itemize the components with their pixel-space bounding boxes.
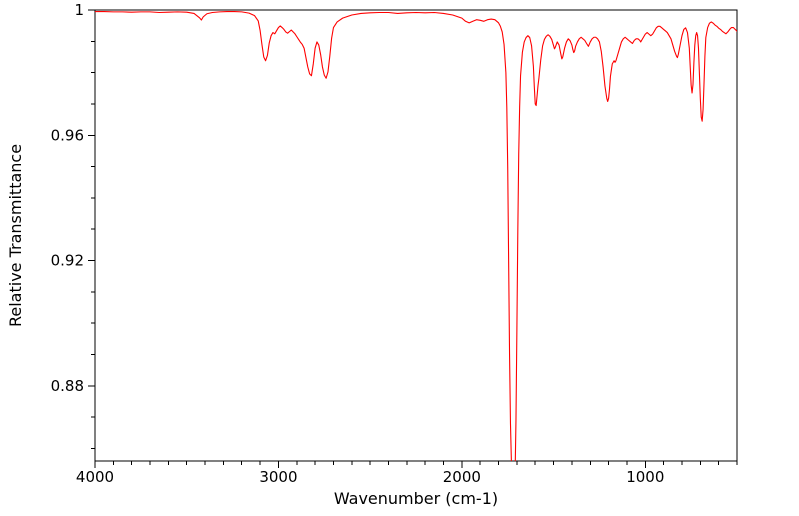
y-axis-label: Relative Transmittance xyxy=(6,143,25,328)
x-tick-label: 2000 xyxy=(443,468,481,486)
axis-ticks xyxy=(88,9,738,468)
y-tick-label: 0.88 xyxy=(51,377,84,395)
y-tick-label: 0.92 xyxy=(51,252,84,270)
y-tick-label: 1 xyxy=(74,1,84,19)
y-tick-label: 0.96 xyxy=(51,126,84,144)
spectrum-line xyxy=(95,11,737,461)
plot-area xyxy=(94,9,738,462)
x-tick-label: 1000 xyxy=(626,468,664,486)
x-tick-label: 4000 xyxy=(76,468,114,486)
tick-labels: 4000 3000 2000 1000 1 0.96 0.92 0.88 xyxy=(51,1,665,486)
x-axis-label: Wavenumber (cm-1) xyxy=(333,489,499,508)
x-tick-label: 3000 xyxy=(259,468,297,486)
